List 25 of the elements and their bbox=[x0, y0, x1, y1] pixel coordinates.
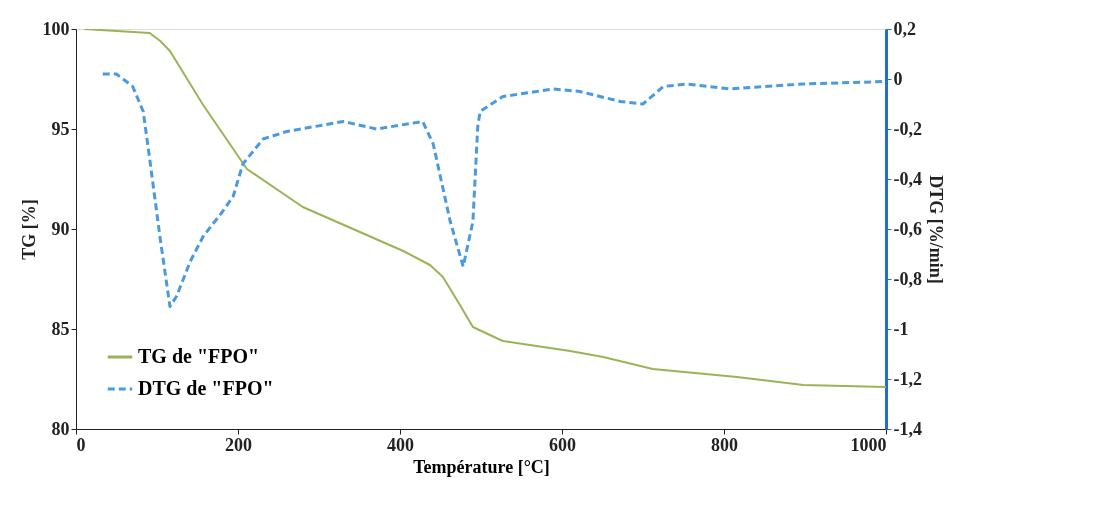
y2-tick-label: -0,8 bbox=[893, 268, 922, 289]
legend-label: TG de "FPO" bbox=[138, 345, 260, 367]
y2-tick-label: -0,6 bbox=[893, 218, 922, 239]
x-tick-label: 400 bbox=[387, 434, 414, 455]
x-tick-label: 0 bbox=[76, 434, 86, 455]
y-tick-label: 100 bbox=[42, 18, 70, 39]
y-tick-label: 95 bbox=[51, 118, 70, 139]
x-tick-label: 600 bbox=[549, 434, 576, 455]
x-axis-title: Température [°C] bbox=[413, 456, 550, 477]
y2-tick-label: -1,4 bbox=[893, 418, 922, 439]
y2-axis-title: DTG [%/min] bbox=[925, 175, 946, 284]
x-tick-label: 1000 bbox=[850, 434, 887, 455]
x-tick-label: 200 bbox=[225, 434, 252, 455]
y2-tick-label: -0,4 bbox=[893, 168, 922, 189]
y2-tick-label: -1 bbox=[893, 318, 909, 339]
y-axis-title: TG [%] bbox=[18, 199, 39, 260]
y2-tick-label: 0 bbox=[893, 68, 903, 89]
x-tick-label: 800 bbox=[711, 434, 738, 455]
y-tick-label: 80 bbox=[51, 418, 70, 439]
legend-label: DTG de "FPO" bbox=[138, 377, 274, 399]
y2-tick-label: -0,2 bbox=[893, 118, 922, 139]
y-tick-label: 90 bbox=[51, 218, 70, 239]
y-tick-label: 85 bbox=[51, 318, 70, 339]
y2-tick-label: -1,2 bbox=[893, 368, 922, 389]
y2-tick-label: 0,2 bbox=[893, 18, 916, 39]
